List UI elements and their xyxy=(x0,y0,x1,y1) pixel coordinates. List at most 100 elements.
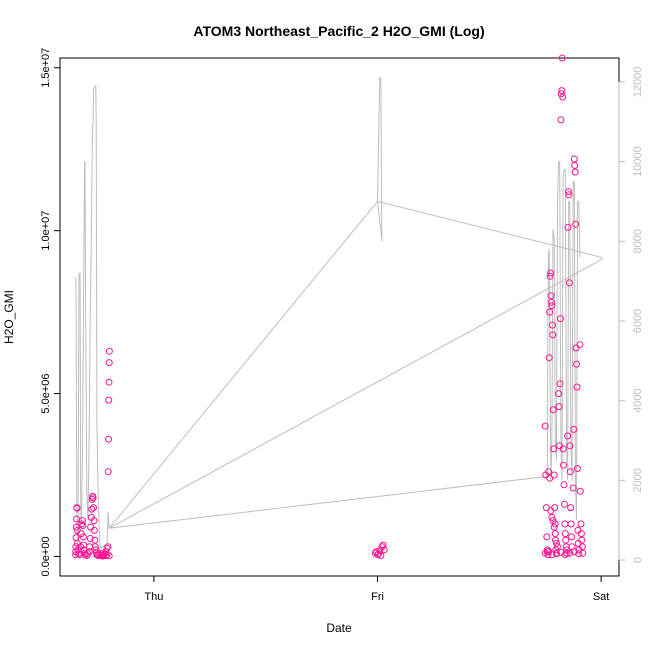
data-point xyxy=(377,552,385,559)
data-point xyxy=(564,223,572,231)
data-point xyxy=(555,403,563,411)
data-point xyxy=(557,549,565,556)
data-point xyxy=(104,468,112,476)
data-point xyxy=(546,474,554,482)
data-point xyxy=(376,547,384,555)
data-point xyxy=(550,471,558,479)
right-y-axis: 0 2000 4000 6000 8000 10000 12000 xyxy=(618,67,644,563)
right-axis-tick-label: 8000 xyxy=(632,229,644,253)
right-axis-tick-label: 6000 xyxy=(632,309,644,333)
data-point xyxy=(548,513,556,521)
x-axis-tick-label: Thu xyxy=(144,591,163,603)
data-point xyxy=(573,383,581,391)
x-axis-label: Date xyxy=(326,621,352,635)
data-point xyxy=(552,539,560,547)
data-point xyxy=(577,520,585,528)
data-point xyxy=(105,347,113,355)
data-point xyxy=(552,550,560,558)
data-point xyxy=(550,523,558,531)
data-point xyxy=(105,359,113,367)
data-point xyxy=(560,461,567,469)
right-axis-tick-label: 10000 xyxy=(632,146,644,177)
data-point xyxy=(574,539,582,547)
data-point xyxy=(548,551,556,559)
data-point xyxy=(570,425,578,433)
line-series-layer xyxy=(75,77,603,553)
data-point xyxy=(567,504,575,512)
data-point xyxy=(550,445,558,453)
data-point xyxy=(565,279,573,287)
data-point xyxy=(551,530,559,538)
data-point xyxy=(546,308,554,316)
data-point xyxy=(380,546,388,554)
data-point xyxy=(557,90,565,98)
data-point xyxy=(557,116,565,124)
data-point xyxy=(578,543,586,551)
data-point xyxy=(558,87,566,95)
data-point xyxy=(548,321,556,329)
data-point xyxy=(552,536,559,544)
right-axis-tick-label: 12000 xyxy=(632,67,644,98)
data-point xyxy=(72,523,80,531)
data-point xyxy=(572,344,580,352)
data-point xyxy=(558,54,566,62)
data-point xyxy=(542,504,550,512)
data-point xyxy=(549,517,557,525)
data-point xyxy=(547,292,555,300)
data-point xyxy=(566,442,574,450)
data-point xyxy=(576,487,584,495)
data-point xyxy=(559,93,567,101)
data-point xyxy=(576,341,584,349)
data-point xyxy=(90,504,97,512)
data-point xyxy=(543,533,551,541)
chart-title: ATOM3 Northeast_Pacific_2 H2O_GMI (Log) xyxy=(193,23,484,39)
data-point xyxy=(90,517,98,525)
data-point xyxy=(561,551,569,558)
left-axis-tick-label: 0.0e+00 xyxy=(40,536,52,576)
data-point xyxy=(573,360,580,368)
data-point xyxy=(565,191,573,199)
left-axis-tick-label: 5.0e+06 xyxy=(40,374,52,414)
data-point xyxy=(566,549,574,557)
data-point xyxy=(556,380,564,388)
left-axis-tick-label: 1.5e+07 xyxy=(40,48,52,88)
data-point xyxy=(570,155,578,163)
data-point xyxy=(547,269,555,277)
data-point xyxy=(578,536,586,544)
data-point xyxy=(379,541,387,549)
data-point xyxy=(541,422,549,430)
plot-area-frame xyxy=(59,57,620,577)
right-axis-tick-label: 4000 xyxy=(632,388,644,412)
data-point xyxy=(566,468,574,476)
data-point xyxy=(90,526,98,534)
data-point xyxy=(571,162,579,169)
data-point xyxy=(545,354,553,362)
data-point xyxy=(573,465,581,472)
data-point xyxy=(560,481,568,489)
data-point xyxy=(541,549,549,557)
data-point xyxy=(105,378,113,386)
data-point xyxy=(549,331,557,339)
point-series-layer xyxy=(72,54,587,560)
data-point xyxy=(565,188,572,196)
data-point xyxy=(561,520,569,528)
data-point xyxy=(83,552,91,559)
data-point xyxy=(549,406,557,414)
data-point xyxy=(97,551,105,559)
data-point xyxy=(548,302,556,310)
data-point xyxy=(86,535,94,542)
data-point xyxy=(569,484,577,492)
data-point xyxy=(545,468,553,476)
data-point xyxy=(374,551,381,559)
data-point xyxy=(559,445,567,453)
data-point xyxy=(78,520,86,528)
data-point xyxy=(79,522,87,529)
data-point xyxy=(87,523,95,531)
right-axis-tick-label: 0 xyxy=(632,557,644,563)
data-point xyxy=(105,435,112,443)
data-point xyxy=(91,543,99,551)
data-point xyxy=(88,505,96,513)
data-point xyxy=(85,548,93,556)
data-point xyxy=(564,432,572,440)
